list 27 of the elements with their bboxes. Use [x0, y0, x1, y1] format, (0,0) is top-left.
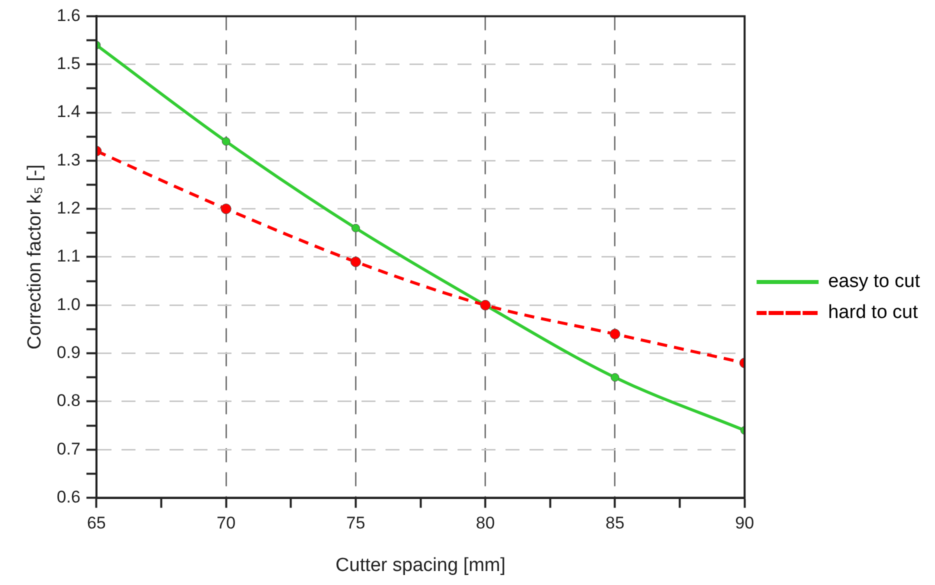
y-tick-label: 1.4	[56, 102, 80, 122]
legend-label: easy to cut	[828, 271, 921, 292]
x-tick-label: 80	[476, 514, 495, 533]
x-tick-label: 70	[216, 514, 236, 533]
y-tick-label: 1.1	[56, 246, 80, 266]
y-tick-label: 0.6	[56, 487, 80, 506]
point	[350, 256, 361, 268]
y-tick-label: 0.9	[56, 343, 80, 362]
y-tick-label: 1.2	[56, 198, 80, 218]
y-tick-label: 0.7	[56, 439, 80, 458]
point	[222, 137, 230, 146]
point	[610, 328, 620, 340]
y-tick-label: 1.3	[56, 150, 80, 170]
x-tick-label: 75	[346, 514, 366, 533]
point	[351, 224, 360, 232]
x-axis-title: Cutter spacing [mm]	[336, 554, 506, 576]
y-tick-label: 1.0	[56, 294, 80, 314]
point	[610, 373, 620, 382]
y-axis-title: Correction factor k₅ [-]	[24, 164, 46, 350]
legend-label: hard to cut	[828, 302, 919, 324]
x-tick-label: 90	[735, 514, 754, 533]
y-tick-label: 1.6	[56, 6, 80, 25]
x-tick-label: 85	[606, 514, 624, 533]
x-tick-label: 65	[86, 514, 106, 533]
point	[220, 204, 232, 214]
y-tick-label: 1.5	[56, 54, 80, 74]
y-tick-label: 0.8	[56, 391, 80, 410]
